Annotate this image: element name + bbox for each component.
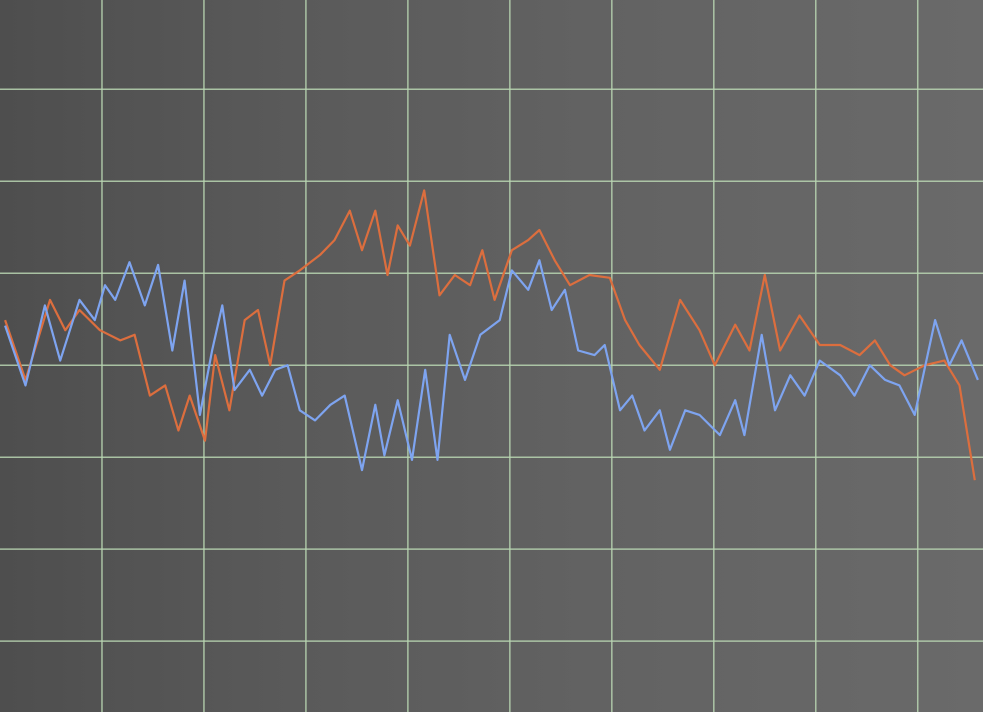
oscilloscope-screen [0, 0, 983, 712]
screen-background [0, 0, 983, 712]
